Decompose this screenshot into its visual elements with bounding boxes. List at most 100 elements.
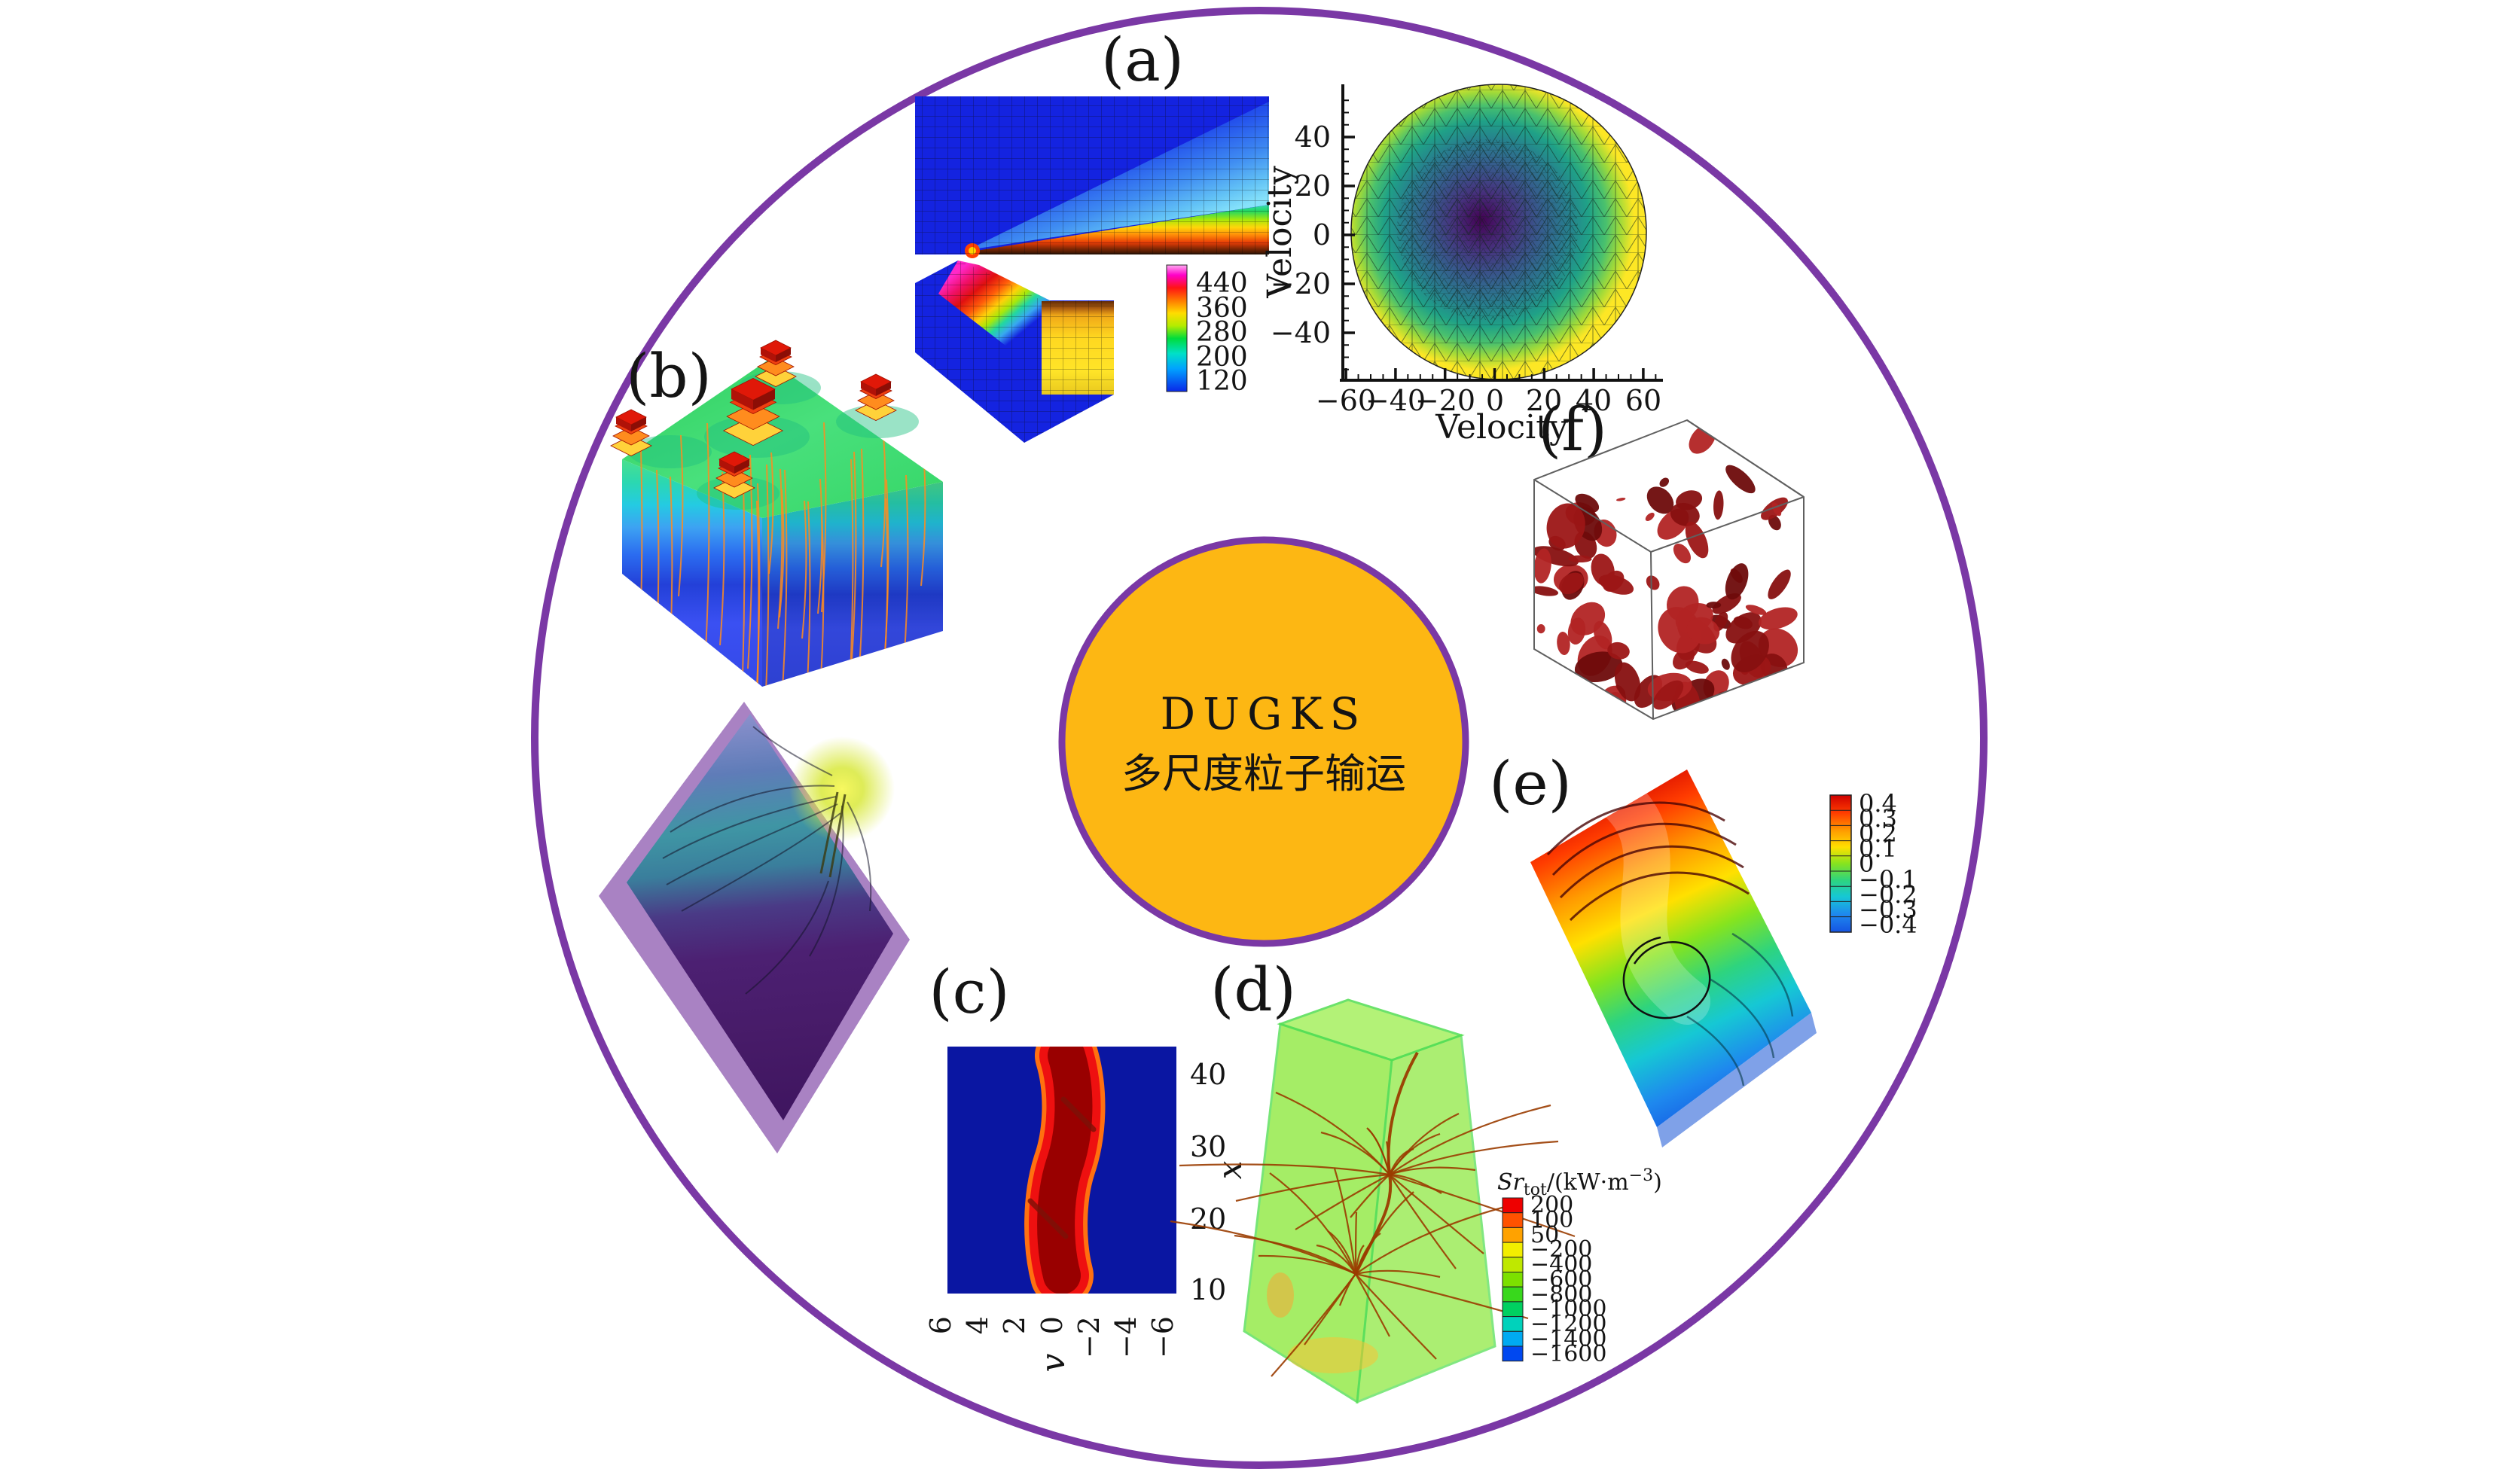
source-streamline	[1366, 1127, 1391, 1175]
panel-c: (c) 40 30 20 10 x 6 4 2 0 −2 −4 −6 v	[924, 957, 1249, 1372]
source-streamline	[1235, 1173, 1390, 1202]
vortex-blob	[1725, 465, 1756, 494]
purple-surface	[627, 714, 893, 1120]
panel-e: (e) 0.4 0.3 0	[1489, 748, 1917, 1147]
vmesh-y-ticklabels: 40 20 0 −20 −40	[1271, 120, 1331, 349]
turbulence-isosurfaces	[1534, 424, 1804, 719]
heat-streamline	[719, 471, 725, 646]
c-ytick: 30	[1190, 1130, 1226, 1163]
vmesh-ylabel: Velocity	[1261, 166, 1299, 299]
vortex-blob	[1658, 607, 1701, 654]
source-streamline	[1234, 1234, 1356, 1275]
vortex-blob	[1616, 498, 1626, 501]
vmesh-xtick: 40	[1576, 384, 1612, 417]
d-cb-tick: 50	[1530, 1222, 1559, 1248]
source-streamline	[1355, 1269, 1441, 1278]
d-floor-hotspot	[1267, 1272, 1294, 1318]
panel-a-colorbar: 440 360 280 200 120	[1166, 264, 1248, 397]
vortex-blob	[1563, 693, 1591, 716]
vmesh-ytick: −20	[1271, 267, 1331, 300]
e-cb-tick: 0	[1859, 849, 1874, 878]
vortex-blob	[1659, 477, 1670, 487]
center-badge-subtitle: 多尺度粒子输运	[1121, 750, 1406, 797]
colorbar-a-tick: 120	[1196, 366, 1248, 397]
source-streamline	[1355, 1273, 1390, 1337]
vortex-blob	[1731, 630, 1769, 672]
e-colorbar-gradient	[1829, 794, 1852, 933]
chip-tower-side	[876, 382, 891, 396]
vortex-blob	[1749, 429, 1765, 443]
vortex-blob	[1757, 431, 1766, 448]
source-streamline	[1258, 1254, 1356, 1275]
vortex-blob	[1706, 602, 1722, 609]
source-streamline	[1170, 1220, 1356, 1275]
source-streamline	[1179, 1163, 1390, 1176]
c-xtick: −6	[1146, 1316, 1179, 1358]
c-xtick: −4	[1109, 1316, 1143, 1358]
c-y-ticklabels: 40 30 20 10	[1190, 1058, 1226, 1306]
vmesh-xtick: 20	[1526, 384, 1562, 417]
purple-hotspot	[789, 736, 895, 842]
d-cb-tick: −1600	[1530, 1341, 1606, 1367]
panel-f: (f)	[1533, 395, 1805, 721]
vortex-blob	[1733, 616, 1753, 629]
vortex-blob	[1758, 607, 1798, 630]
vmesh-xtick: 60	[1625, 384, 1661, 417]
e-s-band	[1596, 775, 1710, 1025]
e-cb-tick: −0.1	[1859, 865, 1917, 894]
heat-streamline	[704, 422, 710, 665]
d-cb-tick: 200	[1530, 1192, 1573, 1218]
source-streamline	[1269, 1172, 1356, 1275]
panel-b: (b)	[610, 340, 943, 687]
d-colorbar-ticklabels: 200 100 50 −200 −400 −600 −800 −1000 −12…	[1530, 1192, 1606, 1367]
vmesh-ytick: 20	[1295, 169, 1331, 203]
panel-velocity-mesh: −60 −40 −20 0 20 40 60 40 20 0 −20 −40 V…	[1261, 84, 1663, 446]
source-streamline	[1389, 1104, 1551, 1175]
vortex-blob	[1673, 544, 1692, 564]
panel-a-notch	[915, 261, 958, 283]
outer-ring-circle	[531, 7, 1988, 1469]
d-cb-tick: 100	[1530, 1207, 1573, 1233]
e-swirl	[1622, 936, 1711, 1019]
heat-streamline	[782, 469, 788, 687]
c-shear-notch	[1060, 1096, 1097, 1132]
vortex-blob	[1598, 574, 1634, 595]
panel-e-label: (e)	[1489, 748, 1572, 818]
vortex-blob	[1534, 548, 1551, 584]
purple-channel	[819, 791, 847, 878]
chip-tower-side	[616, 417, 631, 431]
d-floor-hotspot	[1288, 1337, 1378, 1373]
vortex-blob	[1755, 431, 1791, 460]
c-shear-notch	[1027, 1198, 1069, 1239]
chip-tower-side	[861, 382, 876, 396]
vortex-blob	[1725, 563, 1749, 600]
e-colorbar-dividers	[1830, 809, 1851, 918]
e-cb-tick: −0.2	[1859, 880, 1917, 909]
vortex-blob	[1607, 642, 1630, 660]
vortex-blob	[1534, 586, 1559, 596]
source-streamline	[1338, 1273, 1356, 1306]
e-streamlines-bottom	[1686, 932, 1794, 1086]
vortex-blob	[1748, 438, 1758, 454]
panel-f-label: (f)	[1538, 395, 1607, 465]
vortex-blob	[1645, 512, 1655, 521]
vortex-blob	[1774, 437, 1804, 468]
source-streamline	[1389, 1140, 1559, 1176]
vortex-blob	[1768, 569, 1791, 599]
vortex-blob	[1686, 617, 1720, 645]
vmesh-xtick: −60	[1316, 384, 1376, 417]
source-streamline	[1389, 1173, 1576, 1238]
chip-tower-side	[753, 389, 775, 410]
chip-tower-side	[761, 348, 776, 362]
vortex-blob	[1574, 651, 1623, 683]
d-box-top-face	[1277, 998, 1465, 1062]
d-cb-tick: −200	[1530, 1236, 1592, 1263]
vmesh-ticks	[1343, 99, 1657, 380]
vortex-blob	[1568, 555, 1592, 563]
heat-streamline	[851, 451, 857, 661]
e-colorbar-ticklabels: 0.4 0.3 0.2 0.1 0 −0.1 −0.2 −0.3 −0.4	[1859, 789, 1917, 939]
source-streamline	[1333, 1168, 1357, 1275]
panel-e-colorbar: 0.4 0.3 0.2 0.1 0 −0.1 −0.2 −0.3 −0.4	[1829, 789, 1917, 939]
source-streamline	[1385, 1141, 1391, 1175]
cube-wireframe	[1533, 419, 1805, 721]
